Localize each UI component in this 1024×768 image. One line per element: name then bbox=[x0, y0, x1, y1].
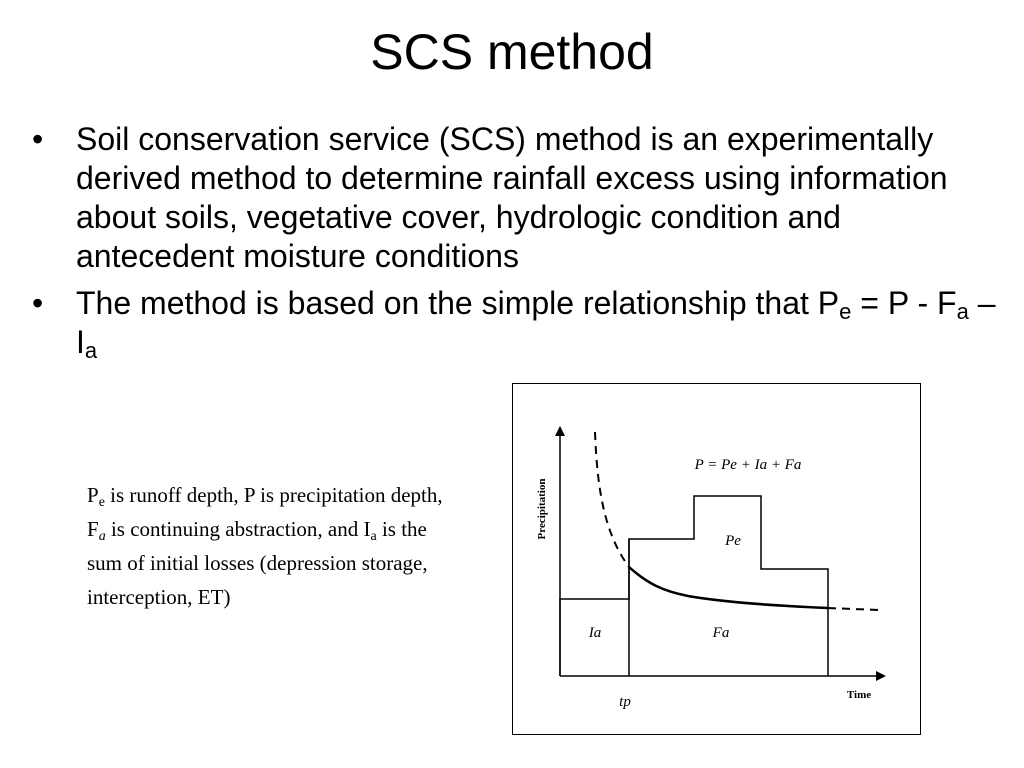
bullet-item-scs-definition: • Soil conservation service (SCS) method… bbox=[32, 120, 1002, 276]
definitions-note: Pe is runoff depth, P is precipitation d… bbox=[87, 478, 457, 614]
bullet-text: Soil conservation service (SCS) method i… bbox=[76, 121, 948, 274]
note-text: is runoff depth, P is precipitation dept… bbox=[87, 483, 443, 541]
bullet-list: • Soil conservation service (SCS) method… bbox=[32, 120, 1002, 370]
note-subscript: e bbox=[98, 495, 105, 510]
bullet-text: The method is based on the simple relati… bbox=[76, 285, 840, 321]
potential-infiltration-curve bbox=[594, 431, 630, 568]
ia-label: Ia bbox=[588, 625, 602, 641]
tp-label: tp bbox=[619, 694, 631, 710]
pe-label: Pe bbox=[724, 533, 741, 549]
infiltration-curve bbox=[628, 566, 829, 610]
hyetograph-outline bbox=[559, 495, 829, 676]
equation-part: – I bbox=[76, 285, 996, 360]
equation-part: = P - F bbox=[851, 285, 957, 321]
bullet-marker: • bbox=[32, 285, 44, 321]
note-subscript: a bbox=[370, 529, 377, 544]
bullet-marker: • bbox=[32, 121, 44, 157]
y-axis-label: Precipitation bbox=[536, 479, 548, 540]
subscript-e: e bbox=[839, 299, 852, 324]
note-text: is the sum of initial losses (depression… bbox=[87, 517, 428, 609]
slide-title: SCS method bbox=[370, 24, 654, 80]
fa-label: Fa bbox=[712, 625, 730, 641]
precipitation-diagram: Precipitation Time P = Pe + Ia + Fa Pe I… bbox=[512, 383, 921, 735]
note-text: P bbox=[87, 483, 99, 507]
bullet-item-relationship: • The method is based on the simple rela… bbox=[32, 284, 1002, 362]
note-subscript: a bbox=[98, 529, 106, 544]
equation-label: P = Pe + Ia + Fa bbox=[694, 457, 802, 473]
subscript-a: a bbox=[956, 299, 969, 324]
subscript-a: a bbox=[84, 338, 98, 363]
x-axis-label: Time bbox=[847, 689, 871, 701]
diagram-canvas: Precipitation Time P = Pe + Ia + Fa Pe I… bbox=[536, 426, 886, 710]
infiltration-curve-extension bbox=[827, 607, 880, 611]
note-text: is continuing abstraction, and I bbox=[105, 517, 371, 541]
